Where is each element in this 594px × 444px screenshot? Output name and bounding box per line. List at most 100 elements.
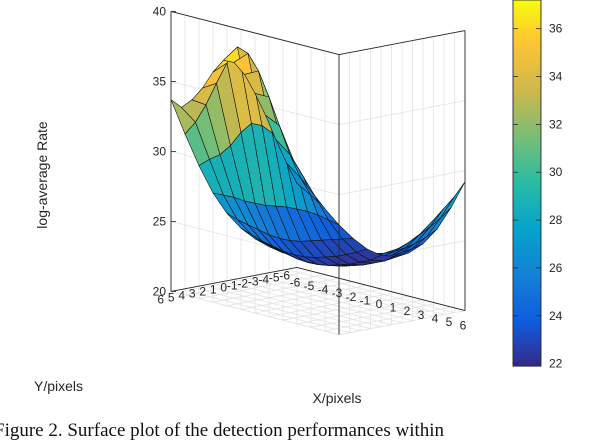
y-axis-label: Y/pixels xyxy=(34,378,83,394)
y-tick-label: -1 xyxy=(227,278,238,292)
axis-line xyxy=(296,266,466,312)
colorbar-segment xyxy=(513,30,541,35)
y-tick-label: -2 xyxy=(237,276,248,290)
colorbar-segment xyxy=(513,186,541,190)
colorbar-segment xyxy=(513,271,541,276)
colorbar-segment xyxy=(513,70,541,74)
colorbar-tick-label: 30 xyxy=(549,165,563,179)
colorbar-segment xyxy=(513,125,541,129)
colorbar-segment xyxy=(513,323,541,327)
colorbar-segment xyxy=(513,27,541,32)
colorbar-segment xyxy=(513,210,541,215)
colorbar-segment xyxy=(513,292,541,297)
axes-frame xyxy=(170,10,466,335)
colorbar-segment xyxy=(513,100,541,105)
colorbar-segment xyxy=(513,259,541,263)
colorbar-segment xyxy=(513,283,541,288)
colorbar-segment xyxy=(513,338,541,343)
colorbar-segment xyxy=(513,274,541,279)
colorbar-segment xyxy=(513,356,541,361)
colorbar-segment xyxy=(513,347,541,352)
x-tick-label: -1 xyxy=(360,293,371,307)
colorbar-segment xyxy=(513,280,541,285)
colorbar-segment xyxy=(513,167,541,172)
grid-line xyxy=(286,269,455,313)
colorbar-segment xyxy=(513,207,541,212)
surface-patch xyxy=(415,217,441,244)
colorbar-segment xyxy=(513,179,541,184)
colorbar-segment xyxy=(513,320,541,324)
x-tick-label: -3 xyxy=(332,286,343,300)
colorbar-segment xyxy=(513,161,541,166)
grid-line xyxy=(265,273,434,317)
colorbar-segment xyxy=(513,51,541,56)
colorbar-segment xyxy=(513,234,541,239)
grid-line xyxy=(181,289,350,333)
colorbar-segment xyxy=(513,137,541,141)
colorbar-segment xyxy=(513,146,541,151)
x-axis-label: X/pixels xyxy=(312,390,361,406)
grid-line xyxy=(233,279,403,323)
colorbar-segment xyxy=(513,76,541,80)
colorbar-segment xyxy=(513,353,541,358)
colorbar-segment xyxy=(513,24,541,29)
colorbar-segment xyxy=(513,268,541,273)
colorbar-segment xyxy=(513,183,541,187)
colorbar-segment xyxy=(513,222,541,227)
colorbar-segment xyxy=(513,103,541,108)
colorbar-segment xyxy=(513,61,541,65)
colorbar-segment xyxy=(513,228,541,233)
colorbar-segment xyxy=(513,48,541,53)
colorbar-segment xyxy=(513,0,541,4)
y-tick-label: 1 xyxy=(210,282,217,296)
colorbar-frame xyxy=(512,0,542,367)
colorbar-segment xyxy=(513,216,541,221)
colorbar-segment xyxy=(513,225,541,230)
colorbar-segment xyxy=(513,341,541,346)
x-tick-label: -6 xyxy=(290,275,301,289)
colorbar-segment xyxy=(513,317,541,321)
z-tick-label: 25 xyxy=(153,214,167,228)
grid-line xyxy=(223,281,392,325)
colorbar-segment xyxy=(513,67,541,71)
colorbar-segment xyxy=(513,149,541,154)
colorbar-segment xyxy=(513,219,541,224)
colorbar: 22 24 26 28 30 32 34 36 xyxy=(512,0,563,371)
grid-line xyxy=(275,271,445,315)
colorbar-segment xyxy=(513,277,541,282)
y-tick-label: -3 xyxy=(248,274,259,288)
colorbar-segment xyxy=(513,54,541,59)
colorbar-segment xyxy=(513,82,541,86)
colorbar-segment xyxy=(513,250,541,254)
grid-line xyxy=(212,283,382,327)
colorbar-segment xyxy=(513,204,541,208)
y-tick-label: 4 xyxy=(178,288,185,302)
colorbar-segment xyxy=(513,88,541,93)
colorbar-segment xyxy=(513,106,541,111)
colorbar-segment xyxy=(513,18,541,22)
y-tick-label: 2 xyxy=(199,284,206,298)
colorbar-segment xyxy=(513,237,541,242)
colorbar-segment xyxy=(513,155,541,160)
colorbar-segment xyxy=(513,6,541,10)
colorbar-segment xyxy=(513,9,541,13)
grid-line xyxy=(338,170,466,195)
colorbar-segment xyxy=(513,298,541,303)
colorbar-tick-label: 22 xyxy=(549,357,563,371)
colorbar-tick-label: 24 xyxy=(549,309,563,323)
colorbar-segment xyxy=(513,359,541,364)
colorbar-segment xyxy=(513,231,541,236)
colorbar-segment xyxy=(513,295,541,300)
colorbar-segment xyxy=(513,201,541,205)
colorbar-segment xyxy=(513,301,541,306)
colorbar-segment xyxy=(513,176,541,181)
surface-mesh xyxy=(170,46,466,267)
x-tick-label: 3 xyxy=(418,308,425,322)
colorbar-segment xyxy=(513,192,541,196)
colorbar-segment xyxy=(513,247,541,251)
colorbar-segment xyxy=(513,189,541,193)
colorbar-segment xyxy=(513,256,541,260)
colorbar-tick-label: 34 xyxy=(549,70,563,84)
colorbar-segment xyxy=(513,143,541,147)
